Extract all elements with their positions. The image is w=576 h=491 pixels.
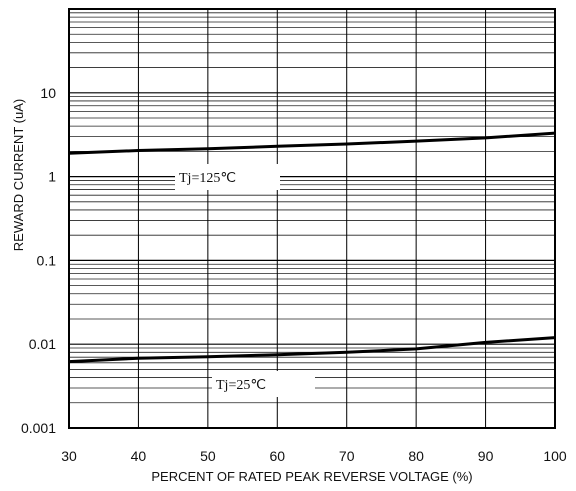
series-line-1 (68, 131, 556, 155)
y-tick-labels: 0.001 0.01 0.1 1 10 (21, 85, 56, 436)
annotation-label: Tj=25℃ (216, 378, 266, 393)
annotation-background (175, 164, 280, 190)
x-tick-label: 50 (200, 448, 216, 464)
x-tick-label: 60 (269, 448, 285, 464)
plot-frame (68, 8, 556, 429)
y-tick-label: 0.1 (37, 252, 57, 268)
x-tick-label: 40 (131, 448, 147, 464)
x-tick-labels: 30 40 50 60 70 80 90 100 (61, 448, 567, 464)
y-tick-label: 0.001 (21, 420, 56, 436)
series-line-2 (68, 336, 556, 364)
y-tick-label: 0.01 (29, 336, 56, 352)
y-tick-label: 10 (40, 85, 56, 101)
x-tick-label: 30 (61, 448, 77, 464)
annotation-background (212, 371, 315, 397)
grid-major-lines (69, 9, 555, 428)
series-lines (68, 131, 556, 364)
annotation-label: Tj=125℃ (179, 171, 236, 186)
x-axis-label: PERCENT OF RATED PEAK REVERSE VOLTAGE (%… (151, 469, 472, 484)
y-axis-label: REWARD CURRENT (uA) (11, 99, 26, 251)
annotations: Tj=125℃ Tj=25℃ (175, 164, 315, 397)
x-tick-label: 90 (478, 448, 494, 464)
x-tick-label: 80 (408, 448, 424, 464)
x-tick-label: 100 (543, 448, 567, 464)
x-tick-label: 70 (339, 448, 355, 464)
y-tick-label: 1 (48, 169, 56, 185)
